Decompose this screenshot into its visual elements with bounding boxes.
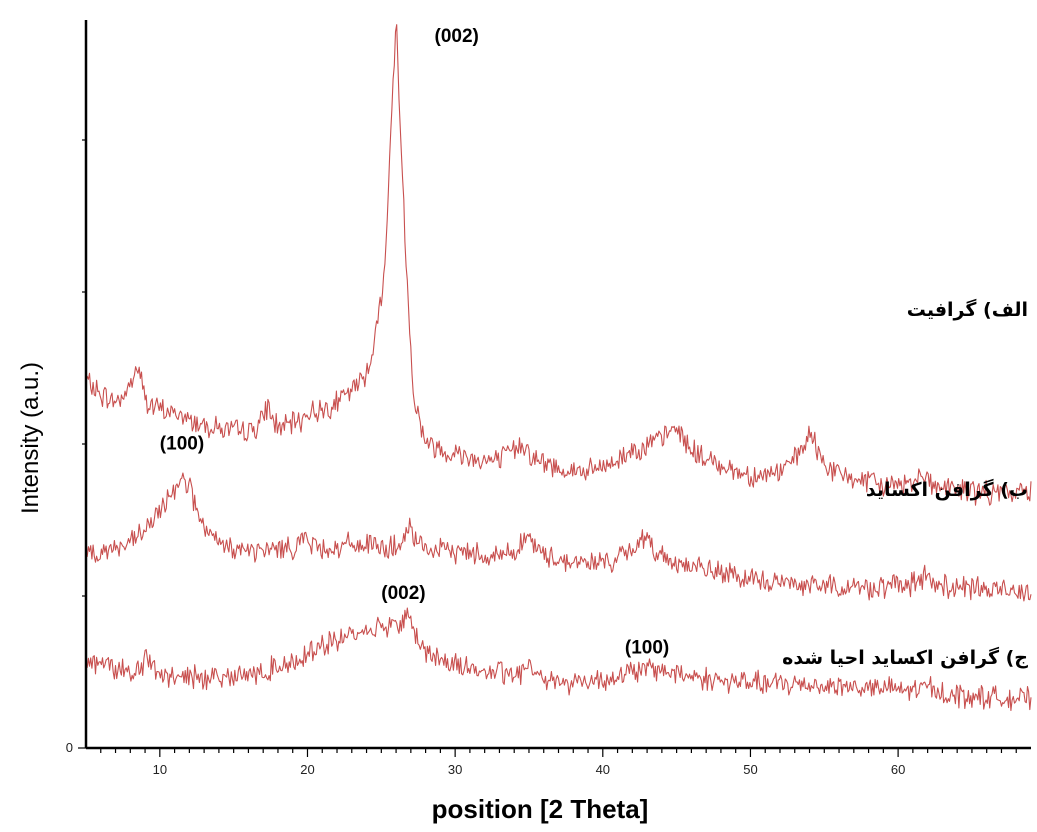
x-tick-label: 50 — [743, 762, 757, 777]
peak-label: (100) — [160, 434, 204, 455]
x-tick-label: 10 — [153, 762, 167, 777]
x-tick-label: 60 — [891, 762, 905, 777]
y-axis-title: Intensity (a.u.) — [17, 362, 44, 514]
trace-graphite — [85, 24, 1032, 506]
x-tick-label: 40 — [596, 762, 610, 777]
series-label-reduced-graphene-oxide: ج) گرافن اکساید احیا شده — [782, 646, 1028, 669]
x-tick-label: 30 — [448, 762, 462, 777]
x-ticks: 10 20 30 40 50 60 — [100, 748, 1017, 777]
series-traces — [85, 24, 1032, 712]
trace-graphene-oxide — [85, 472, 1032, 602]
peak-label: (002) — [435, 26, 479, 47]
series-label-graphene-oxide: ب) گرافن اکساید — [866, 478, 1028, 501]
x-tick-label: 20 — [300, 762, 314, 777]
y-ticks — [78, 139, 86, 749]
peak-label: (002) — [381, 583, 425, 604]
peak-label: (100) — [625, 637, 669, 658]
y-tick-label-0: 0 — [66, 740, 73, 755]
peak-annotations: (002) (100) (002) (100) — [160, 26, 669, 659]
trace-reduced-graphene-oxide — [85, 607, 1032, 712]
x-axis-title: position [2 Theta] — [432, 794, 649, 824]
series-label-graphite: الف) گرافیت — [907, 298, 1028, 321]
